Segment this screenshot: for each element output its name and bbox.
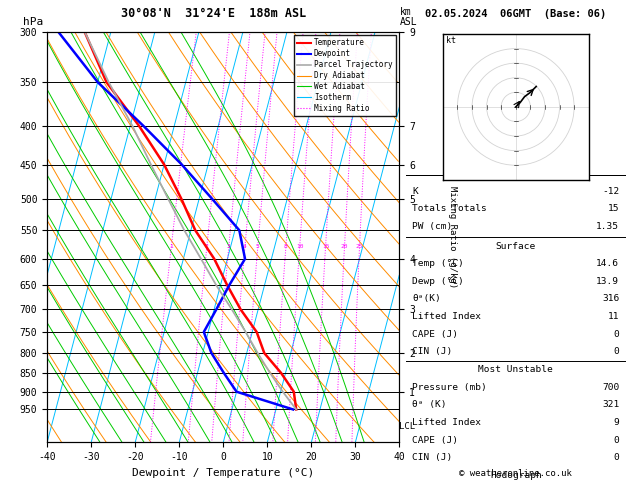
Text: 316: 316 <box>602 295 619 303</box>
Y-axis label: Mixing Ratio (g/kg): Mixing Ratio (g/kg) <box>448 186 457 288</box>
Text: 1: 1 <box>169 244 173 249</box>
Text: CAPE (J): CAPE (J) <box>413 330 459 339</box>
Text: K: K <box>413 187 418 196</box>
Text: PW (cm): PW (cm) <box>413 222 452 231</box>
Text: © weatheronline.co.uk: © weatheronline.co.uk <box>459 469 572 478</box>
Text: 14.6: 14.6 <box>596 259 619 268</box>
Text: km
ASL: km ASL <box>399 7 417 28</box>
Text: 3: 3 <box>227 244 231 249</box>
Text: 9: 9 <box>613 418 619 427</box>
Text: 2: 2 <box>205 244 209 249</box>
Text: LCL: LCL <box>399 422 416 431</box>
Text: 02.05.2024  06GMT  (Base: 06): 02.05.2024 06GMT (Base: 06) <box>425 9 606 18</box>
Text: Dewp (°C): Dewp (°C) <box>413 277 464 286</box>
Text: 11: 11 <box>608 312 619 321</box>
Text: 321: 321 <box>602 400 619 409</box>
Text: Lifted Index: Lifted Index <box>413 418 481 427</box>
Text: 700: 700 <box>602 383 619 392</box>
Text: 4: 4 <box>243 244 247 249</box>
Text: 0: 0 <box>613 347 619 356</box>
Text: 1.35: 1.35 <box>596 222 619 231</box>
Text: -12: -12 <box>602 187 619 196</box>
Text: 30°08'N  31°24'E  188m ASL: 30°08'N 31°24'E 188m ASL <box>121 7 306 20</box>
Text: hPa: hPa <box>23 17 43 28</box>
Text: Totals Totals: Totals Totals <box>413 205 487 213</box>
Legend: Temperature, Dewpoint, Parcel Trajectory, Dry Adiabat, Wet Adiabat, Isotherm, Mi: Temperature, Dewpoint, Parcel Trajectory… <box>294 35 396 116</box>
Text: 13.9: 13.9 <box>596 277 619 286</box>
Text: Lifted Index: Lifted Index <box>413 312 481 321</box>
Text: 5: 5 <box>256 244 260 249</box>
Text: 0: 0 <box>613 453 619 462</box>
Text: θᵊ(K): θᵊ(K) <box>413 295 441 303</box>
Text: Most Unstable: Most Unstable <box>479 365 553 374</box>
X-axis label: Dewpoint / Temperature (°C): Dewpoint / Temperature (°C) <box>132 468 314 478</box>
Text: Pressure (mb): Pressure (mb) <box>413 383 487 392</box>
Text: Temp (°C): Temp (°C) <box>413 259 464 268</box>
Text: 20: 20 <box>341 244 348 249</box>
Text: CAPE (J): CAPE (J) <box>413 436 459 445</box>
Text: 10: 10 <box>296 244 303 249</box>
Text: θᵊ (K): θᵊ (K) <box>413 400 447 409</box>
Text: 15: 15 <box>322 244 330 249</box>
Text: CIN (J): CIN (J) <box>413 453 452 462</box>
Text: 25: 25 <box>356 244 364 249</box>
Text: 0: 0 <box>613 330 619 339</box>
Text: 8: 8 <box>284 244 287 249</box>
Text: Surface: Surface <box>496 242 536 250</box>
Text: 0: 0 <box>613 436 619 445</box>
Text: Hodograph: Hodograph <box>490 471 542 480</box>
Text: kt: kt <box>446 36 456 45</box>
Text: CIN (J): CIN (J) <box>413 347 452 356</box>
Text: 15: 15 <box>608 205 619 213</box>
